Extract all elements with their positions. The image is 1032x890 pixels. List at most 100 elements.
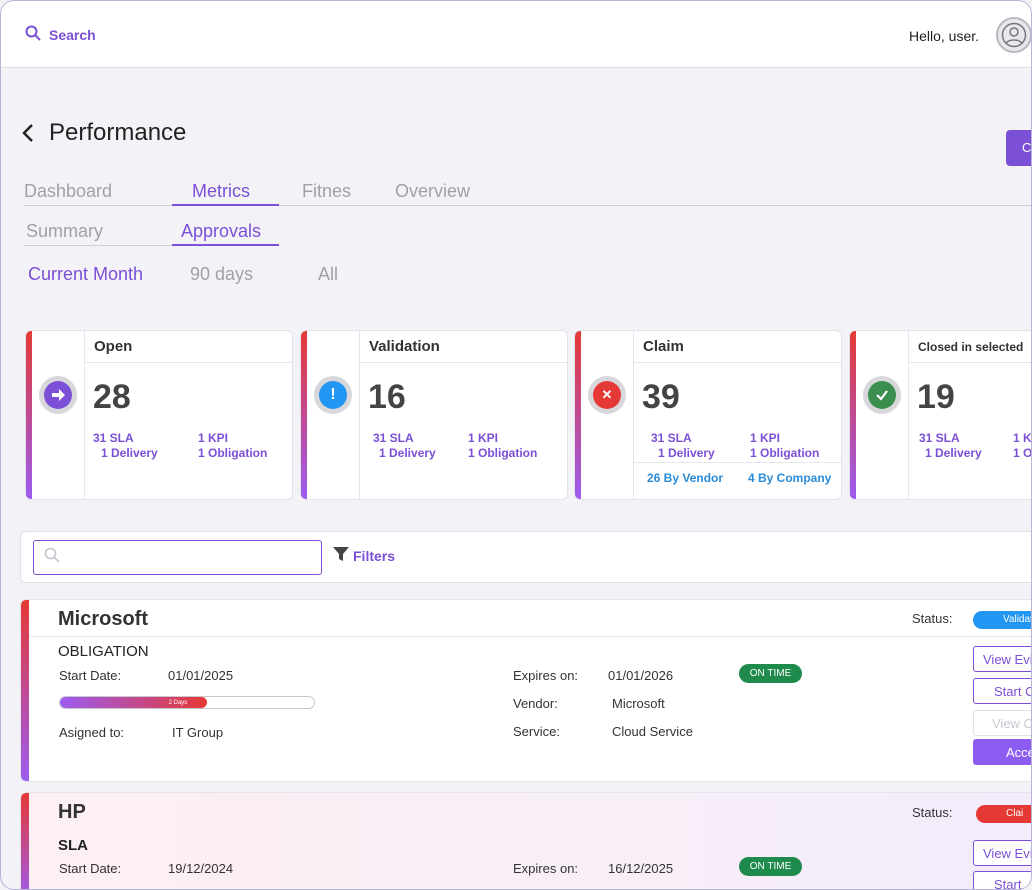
start-date-value: 01/01/2025 — [168, 668, 234, 683]
primary-tabs-divider — [24, 205, 1031, 206]
tab-fitnes[interactable]: Fitnes — [302, 181, 352, 201]
avatar[interactable] — [996, 17, 1031, 53]
period-all[interactable]: All — [318, 264, 339, 284]
card-divider — [85, 362, 292, 363]
card-open[interactable]: Open 28 31 SLA 1 KPI 1 Delivery 1 Obliga… — [25, 330, 293, 500]
tab-approvals[interactable]: Approvals — [181, 221, 262, 241]
card-title: Closed in selected — [918, 340, 1024, 354]
start-date-label: Start Date: — [59, 861, 122, 876]
icon-ring: ✕ — [588, 376, 626, 414]
delivery-count: 1 Delivery — [379, 446, 436, 460]
kpi-count: 1 KPI — [750, 431, 781, 445]
back-arrow-icon[interactable] — [21, 123, 35, 143]
card-claim[interactable]: ✕ Claim 39 31 SLA 1 KPI 1 Delivery 1 Obl… — [574, 330, 842, 500]
card-title: Validation — [369, 338, 440, 355]
delivery-count: 1 Delivery — [658, 446, 715, 460]
greeting: Hello, user. — [909, 28, 980, 44]
filter-bar: Filters — [20, 531, 1031, 583]
tab-summary[interactable]: Summary — [26, 221, 104, 241]
status-badge: Clai — [976, 805, 1031, 823]
row-divider — [29, 636, 1031, 637]
page-title: Performance — [49, 119, 187, 146]
card-count: 39 — [642, 378, 680, 416]
secondary-tabs-divider — [24, 245, 172, 246]
obligation-count: 1 Obligation — [750, 446, 820, 460]
icon-ring — [39, 376, 77, 414]
expires-label: Expires on: — [513, 668, 579, 683]
view-claim-button[interactable]: View C — [973, 710, 1031, 736]
company-name: Microsoft — [58, 608, 148, 630]
filters-label: Filters — [353, 547, 396, 564]
search-label: Search — [49, 26, 96, 43]
card-closed[interactable]: Closed in selected 19 31 SLA 1 K 1 Deliv… — [849, 330, 1031, 500]
vendor-value: Microsoft — [612, 696, 665, 711]
search-link[interactable]: Search — [25, 25, 96, 44]
card-title: Claim — [643, 338, 684, 355]
delivery-count: 1 Delivery — [925, 446, 982, 460]
card-title: Open — [94, 338, 133, 355]
x-icon: ✕ — [593, 381, 621, 409]
expires-value: 16/12/2025 — [608, 861, 674, 876]
check-icon — [868, 381, 896, 409]
sla-count: 31 SLA — [919, 431, 960, 445]
card-divider — [909, 362, 1031, 363]
row-accent-strip — [21, 793, 29, 889]
funnel-icon — [333, 547, 349, 564]
delivery-count: 1 Delivery — [101, 446, 158, 460]
on-time-badge: ON TIME — [739, 664, 802, 683]
period-90-days[interactable]: 90 days — [190, 264, 254, 284]
item-type: SLA — [58, 837, 88, 854]
card-count: 19 — [917, 378, 955, 416]
by-vendor-count: 26 By Vendor — [647, 471, 724, 485]
obligation-count: 1 Obligation — [468, 446, 538, 460]
assigned-label: Asigned to: — [59, 725, 125, 740]
card-count: 28 — [93, 378, 131, 416]
card-divider — [360, 362, 567, 363]
card-accent-strip — [575, 331, 581, 499]
company-name: HP — [58, 801, 86, 823]
card-divider-bottom — [634, 462, 841, 463]
card-count: 16 — [368, 378, 406, 416]
card-accent-strip — [301, 331, 307, 499]
expires-value: 01/01/2026 — [608, 668, 674, 683]
item-type: OBLIGATION — [58, 643, 149, 660]
period-current-month[interactable]: Current Month — [28, 264, 144, 284]
accept-button[interactable]: Acce — [973, 739, 1031, 765]
start-claim-button[interactable]: Start C — [973, 678, 1031, 704]
progress-bar: 2 Days — [59, 696, 315, 709]
sla-count: 31 SLA — [93, 431, 134, 445]
view-evidence-button[interactable]: View Evi — [973, 646, 1031, 672]
list-item[interactable]: Microsoft Status: Validat OBLIGATION Sta… — [20, 599, 1031, 782]
sla-count: 31 SLA — [373, 431, 414, 445]
tab-overview[interactable]: Overview — [395, 181, 471, 201]
obligation-count: 1 Obligation — [198, 446, 268, 460]
on-time-badge: ON TIME — [739, 857, 802, 876]
filter-search-box[interactable] — [33, 540, 322, 575]
tab-metrics[interactable]: Metrics — [192, 181, 250, 201]
status-label: Status: — [912, 805, 953, 820]
filter-search-input[interactable] — [66, 549, 306, 566]
tab-dashboard[interactable]: Dashboard — [24, 181, 113, 201]
card-accent-strip — [26, 331, 32, 499]
service-value: Cloud Service — [612, 724, 693, 739]
vendor-label: Vendor: — [513, 696, 558, 711]
icon-ring: ! — [314, 376, 352, 414]
user-icon — [1001, 22, 1027, 48]
sla-count: 31 SLA — [651, 431, 692, 445]
list-item[interactable]: HP Status: Clai SLA Start Date: 19/12/20… — [20, 792, 1031, 889]
start-claim-button[interactable]: Start — [973, 871, 1031, 889]
by-company-count: 4 By Company — [748, 471, 832, 485]
kpi-count: 1 KPI — [468, 431, 499, 445]
card-icon-column: ! — [307, 331, 360, 499]
view-evidence-button[interactable]: View Evi — [973, 840, 1031, 866]
progress-fill: 2 Days — [60, 697, 208, 708]
corner-action-button[interactable]: C — [1006, 130, 1031, 166]
active-tab-indicator — [172, 204, 279, 206]
arrow-right-icon — [44, 381, 72, 409]
assigned-value: IT Group — [172, 725, 224, 740]
exclamation-icon: ! — [319, 381, 347, 409]
card-icon-column: ✕ — [581, 331, 634, 499]
active-subtab-indicator — [172, 244, 279, 246]
card-validation[interactable]: ! Validation 16 31 SLA 1 KPI 1 Delivery … — [300, 330, 568, 500]
filters-button[interactable]: Filters — [333, 547, 395, 564]
